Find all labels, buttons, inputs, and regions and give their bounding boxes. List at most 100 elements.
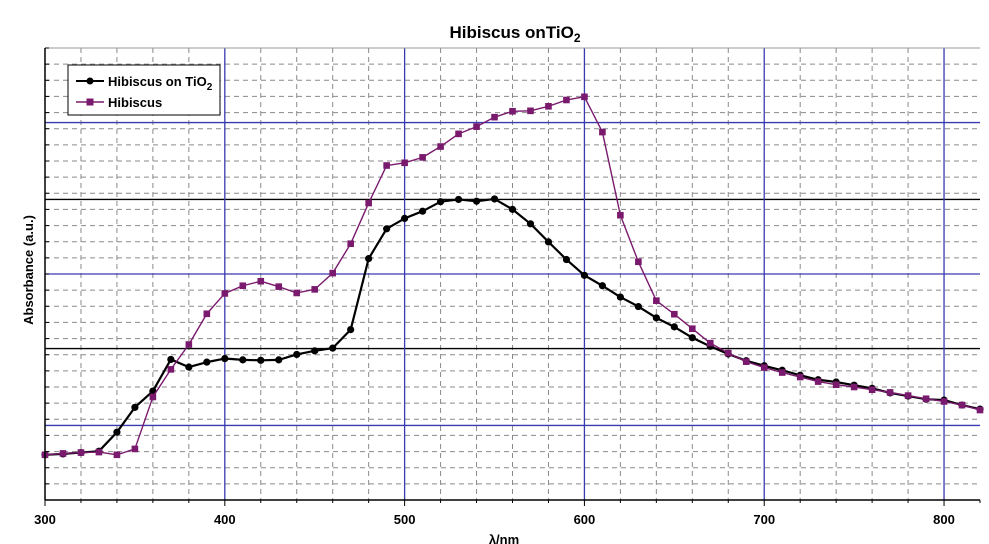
data-point-hibiscus	[581, 93, 588, 101]
data-point-hibiscus	[545, 103, 552, 110]
data-point-hibiscus	[311, 286, 319, 293]
data-point-hibiscus	[113, 451, 121, 459]
data-point-hibiscus-on-tio2	[598, 282, 607, 290]
data-point-hibiscus-on-tio2	[688, 334, 696, 342]
data-point-hibiscus	[473, 123, 480, 130]
data-point-hibiscus-on-tio2	[526, 220, 535, 228]
data-point-hibiscus-on-tio2	[113, 428, 121, 436]
data-point-hibiscus-on-tio2	[329, 344, 337, 352]
data-point-hibiscus	[185, 341, 193, 348]
data-point-hibiscus	[329, 269, 336, 277]
x-tick-label: 400	[214, 512, 236, 527]
data-point-hibiscus-on-tio2	[454, 195, 463, 204]
data-point-hibiscus-on-tio2	[293, 350, 301, 359]
data-point-hibiscus	[778, 369, 786, 376]
data-point-hibiscus	[239, 282, 247, 290]
data-point-hibiscus	[760, 364, 768, 371]
data-point-hibiscus-on-tio2	[383, 225, 391, 233]
data-point-hibiscus-on-tio2	[275, 356, 283, 364]
data-point-hibiscus-on-tio2	[347, 325, 355, 334]
legend-marker-hibiscus-on-tio2	[86, 77, 94, 85]
legend-box	[67, 64, 221, 116]
legend-label-hibiscus: Hibiscus	[108, 95, 162, 110]
x-tick-label: 300	[34, 512, 56, 527]
series-hibiscus	[41, 93, 984, 459]
data-point-hibiscus-on-tio2	[401, 214, 409, 223]
data-point-hibiscus	[671, 310, 678, 318]
data-point-hibiscus-on-tio2	[418, 207, 427, 215]
data-point-hibiscus-on-tio2	[239, 356, 247, 364]
data-point-hibiscus-on-tio2	[544, 238, 553, 246]
data-point-hibiscus	[832, 381, 840, 389]
data-point-hibiscus	[347, 240, 354, 248]
data-point-hibiscus-on-tio2	[221, 354, 229, 363]
legend: Hibiscus on TiO2 Hibiscus	[67, 64, 221, 116]
data-point-hibiscus-on-tio2	[472, 197, 481, 205]
data-point-hibiscus-on-tio2	[149, 387, 157, 395]
data-point-hibiscus	[617, 211, 624, 219]
data-point-hibiscus	[401, 159, 408, 167]
data-point-hibiscus	[689, 325, 696, 332]
data-point-hibiscus	[59, 450, 67, 457]
data-point-hibiscus-on-tio2	[652, 314, 660, 322]
data-point-hibiscus	[599, 128, 606, 136]
data-point-hibiscus	[131, 445, 139, 453]
data-point-hibiscus-on-tio2	[365, 255, 373, 263]
data-point-hibiscus	[850, 383, 858, 391]
data-point-hibiscus	[257, 277, 265, 285]
data-point-hibiscus	[563, 96, 570, 104]
axes: 300 400 500 600 700 800	[34, 47, 981, 527]
legend-label-hibiscus-on-tio2: Hibiscus on TiO2	[108, 74, 213, 93]
data-point-hibiscus	[95, 448, 103, 456]
data-point-hibiscus	[958, 401, 966, 409]
data-point-hibiscus	[653, 297, 660, 304]
data-point-hibiscus	[527, 107, 534, 115]
data-point-hibiscus-on-tio2	[490, 195, 499, 203]
data-point-hibiscus	[940, 398, 948, 405]
data-point-hibiscus	[509, 107, 516, 115]
data-point-hibiscus	[635, 258, 642, 266]
series-layer	[41, 93, 984, 459]
data-point-hibiscus	[886, 389, 894, 396]
data-point-hibiscus-on-tio2	[670, 323, 678, 331]
x-tick-label: 800	[933, 512, 955, 527]
data-point-hibiscus-on-tio2	[185, 363, 193, 371]
data-point-hibiscus-on-tio2	[311, 347, 319, 355]
chart-title: Hibiscus onTiO2	[449, 23, 580, 45]
x-tick-label: 700	[753, 512, 775, 527]
x-tick-label: 600	[574, 512, 596, 527]
y-axis-label: Absorbance (a.u.)	[21, 215, 36, 325]
data-point-hibiscus-on-tio2	[562, 255, 571, 264]
data-point-hibiscus-on-tio2	[131, 403, 139, 411]
data-point-hibiscus-on-tio2	[508, 205, 517, 213]
data-point-hibiscus	[491, 113, 498, 121]
data-point-hibiscus-on-tio2	[634, 302, 642, 311]
data-point-hibiscus-on-tio2	[203, 358, 211, 366]
x-axis-label: λ/nm	[489, 532, 519, 544]
data-point-hibiscus	[149, 393, 157, 401]
data-point-hibiscus	[868, 386, 876, 394]
data-point-hibiscus	[167, 366, 175, 373]
x-tick-label: 500	[394, 512, 416, 527]
data-point-hibiscus	[437, 143, 444, 150]
data-point-hibiscus-on-tio2	[257, 356, 265, 364]
data-point-hibiscus-on-tio2	[580, 271, 589, 279]
data-point-hibiscus	[922, 395, 930, 403]
data-point-hibiscus	[904, 392, 912, 399]
data-point-hibiscus	[293, 289, 301, 297]
data-point-hibiscus	[383, 162, 390, 169]
data-point-hibiscus	[419, 154, 426, 161]
data-point-hibiscus-on-tio2	[616, 293, 624, 301]
data-point-hibiscus	[796, 373, 804, 381]
legend-marker-hibiscus	[86, 98, 94, 106]
data-point-hibiscus	[203, 310, 211, 318]
data-point-hibiscus	[976, 406, 984, 414]
data-point-hibiscus	[77, 449, 85, 456]
data-point-hibiscus	[365, 199, 372, 207]
data-point-hibiscus	[814, 378, 822, 385]
grid-lines	[45, 48, 980, 500]
data-point-hibiscus	[706, 339, 714, 347]
data-point-hibiscus-on-tio2	[167, 355, 175, 364]
data-point-hibiscus	[275, 283, 283, 290]
